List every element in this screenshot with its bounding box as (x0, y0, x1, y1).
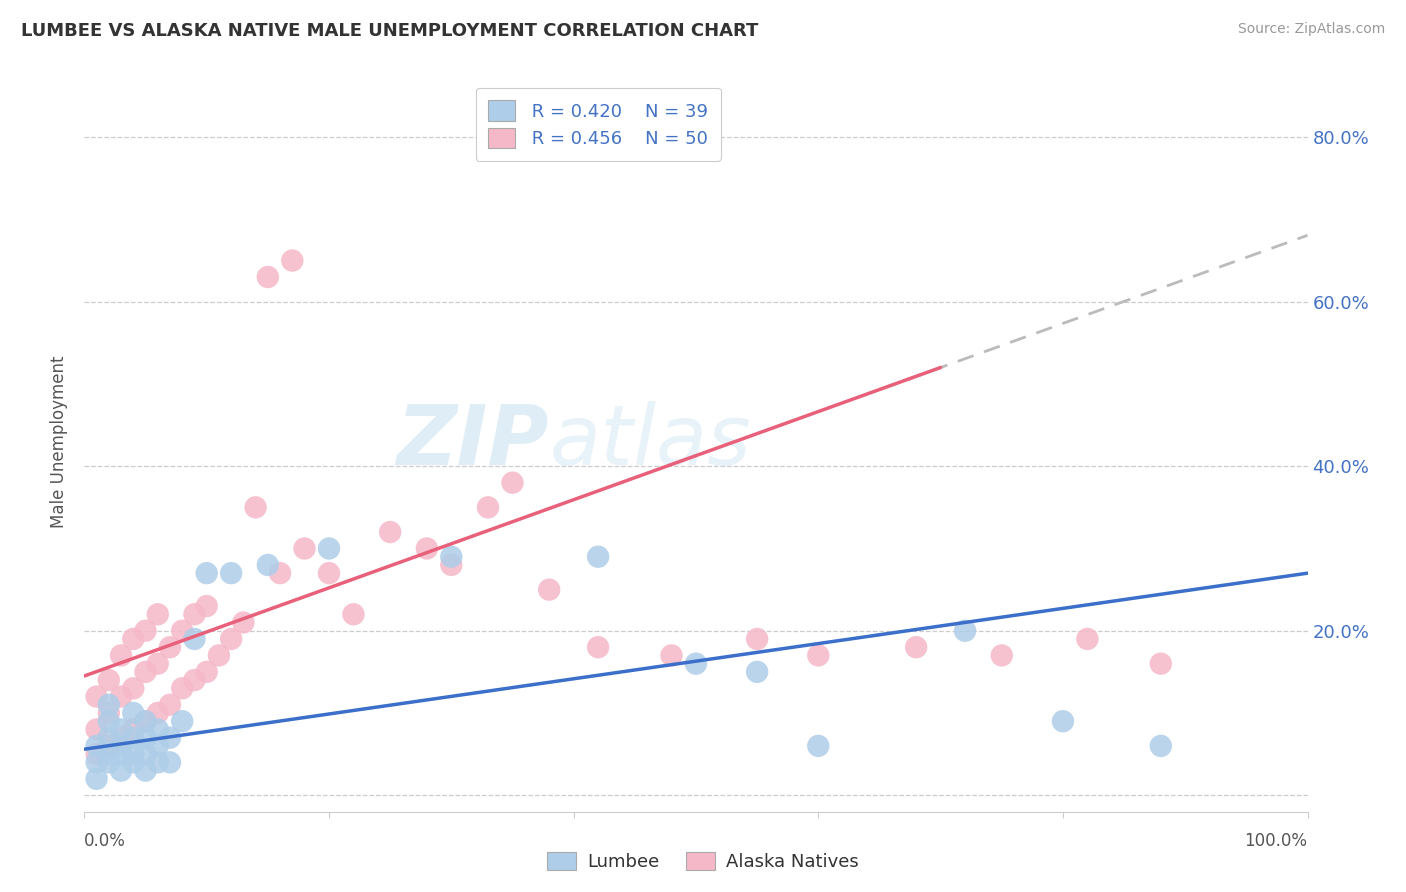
Point (1052, 714, 1074, 729)
Point (502, 475, 524, 490)
Point (318, 566, 340, 581)
Point (747, 665, 769, 679)
Point (122, 632, 145, 646)
Point (86, 690, 108, 704)
Point (281, 253, 304, 268)
Point (110, 723, 132, 737)
Point (135, 665, 157, 679)
Point (159, 756, 181, 770)
Point (318, 541, 340, 556)
Point (172, 624, 194, 638)
Point (953, 624, 976, 638)
Point (905, 640, 928, 655)
Point (86, 772, 108, 786)
Point (380, 524, 402, 539)
Point (1150, 657, 1173, 671)
Point (110, 648, 132, 663)
Point (159, 731, 181, 745)
Point (86, 723, 108, 737)
Point (172, 681, 194, 696)
Text: LUMBEE VS ALASKA NATIVE MALE UNEMPLOYMENT CORRELATION CHART: LUMBEE VS ALASKA NATIVE MALE UNEMPLOYMEN… (21, 22, 758, 40)
Point (807, 739, 830, 753)
Point (416, 541, 439, 556)
Point (172, 714, 194, 729)
Point (440, 549, 463, 564)
Y-axis label: Male Unemployment: Male Unemployment (51, 355, 69, 528)
Point (86, 747, 108, 761)
Point (97, 706, 120, 720)
Point (135, 764, 157, 778)
Point (122, 723, 145, 737)
Point (219, 566, 242, 581)
Point (159, 698, 181, 712)
Point (257, 270, 280, 285)
Point (991, 648, 1014, 663)
Text: 0.0%: 0.0% (84, 832, 127, 850)
Point (183, 632, 205, 646)
Point (1076, 632, 1098, 646)
Point (122, 747, 145, 761)
Point (122, 731, 145, 745)
Point (97, 714, 120, 729)
Point (110, 764, 132, 778)
Point (183, 607, 205, 622)
Point (122, 706, 145, 720)
Point (195, 599, 218, 613)
Point (110, 739, 132, 753)
Point (245, 500, 267, 515)
Point (135, 747, 157, 761)
Point (538, 582, 561, 597)
Point (219, 632, 242, 646)
Point (440, 558, 463, 572)
Point (477, 500, 499, 515)
Point (135, 714, 157, 729)
Point (97, 747, 120, 761)
Point (97, 731, 120, 745)
Legend:  R = 0.420    N = 39,  R = 0.456    N = 50: R = 0.420 N = 39, R = 0.456 N = 50 (475, 87, 721, 161)
Point (195, 665, 218, 679)
Text: atlas: atlas (550, 401, 751, 482)
Point (294, 541, 316, 556)
Point (146, 607, 169, 622)
Legend: Lumbee, Alaska Natives: Lumbee, Alaska Natives (540, 845, 866, 879)
Point (135, 714, 157, 729)
Point (110, 690, 132, 704)
Point (257, 558, 280, 572)
Point (86, 739, 108, 753)
Point (110, 747, 132, 761)
Point (122, 756, 145, 770)
Point (146, 657, 169, 671)
Point (1150, 739, 1173, 753)
Point (97, 698, 120, 712)
Point (135, 624, 157, 638)
Point (135, 731, 157, 745)
Point (122, 681, 145, 696)
Point (232, 615, 254, 630)
Point (97, 673, 120, 687)
Text: ZIP: ZIP (396, 401, 550, 482)
Point (586, 640, 609, 655)
Point (146, 739, 169, 753)
Point (269, 566, 291, 581)
Point (146, 723, 169, 737)
Point (807, 648, 830, 663)
Point (586, 549, 609, 564)
Point (208, 648, 231, 663)
Point (97, 739, 120, 753)
Point (159, 640, 181, 655)
Point (146, 706, 169, 720)
Text: Source: ZipAtlas.com: Source: ZipAtlas.com (1237, 22, 1385, 37)
Point (97, 756, 120, 770)
Point (183, 673, 205, 687)
Point (342, 607, 364, 622)
Point (747, 632, 769, 646)
Point (685, 657, 707, 671)
Point (195, 566, 218, 581)
Point (86, 756, 108, 770)
Point (146, 756, 169, 770)
Point (661, 648, 683, 663)
Point (110, 731, 132, 745)
Text: 100.0%: 100.0% (1244, 832, 1308, 850)
